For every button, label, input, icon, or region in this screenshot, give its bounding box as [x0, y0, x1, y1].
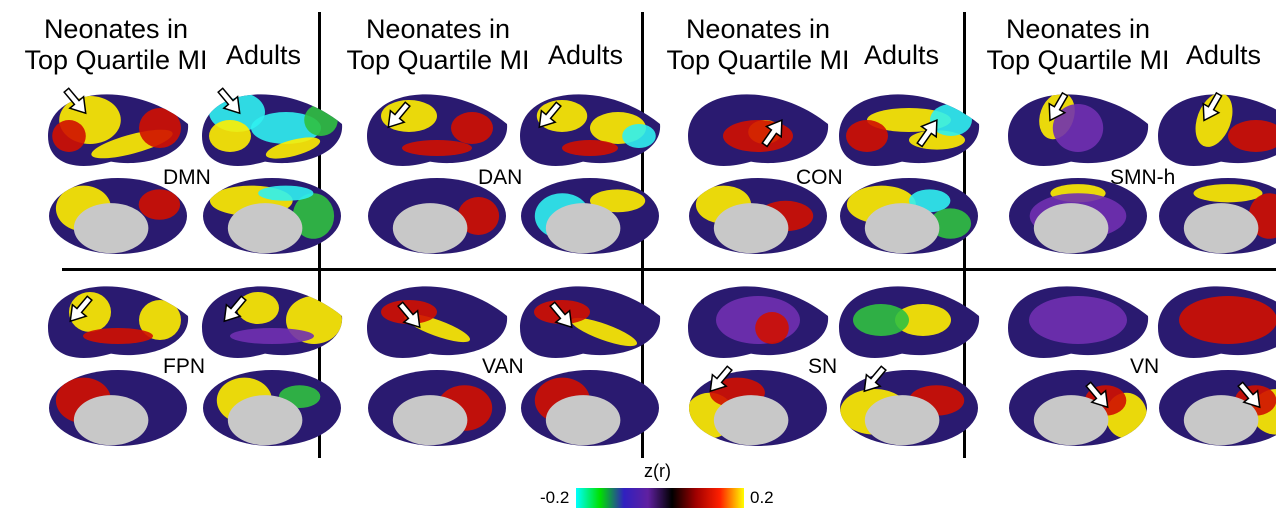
network-label-sn: SN: [808, 355, 838, 378]
adults-header-3: Adults: [864, 40, 940, 70]
brain-medial-neonate-6: [689, 365, 827, 446]
arrow-icon: [709, 365, 733, 393]
network-label-vn: VN: [1130, 355, 1160, 378]
medial-wall: [1183, 395, 1259, 446]
arrow-icon: [63, 87, 87, 115]
arrow-icon: [217, 87, 241, 115]
brain-medial-adult-7: [1159, 370, 1276, 446]
brain-medial-adult-4: [203, 370, 341, 446]
arrow-icon: [916, 119, 938, 148]
brain-lateral-neonate-3: [1008, 91, 1149, 166]
brain-medial-adult-0: [203, 178, 341, 254]
brain-lateral-neonate-1: [367, 94, 508, 166]
arrow-icon: [761, 119, 783, 148]
medial-wall: [1033, 395, 1109, 446]
brain-medial-adult-2: [840, 178, 978, 254]
brain-lateral-adult-7: [1158, 286, 1276, 358]
adults-header-1: Adults: [226, 40, 302, 70]
brain-medial-adult-1: [521, 178, 659, 254]
brain-medial-adult-5: [521, 370, 659, 446]
divider-horizontal: [62, 268, 1276, 271]
medial-wall: [392, 203, 468, 254]
brain-lateral-neonate-7: [1008, 286, 1149, 358]
brain-medial-adult-6: [840, 365, 978, 446]
medial-wall: [864, 395, 940, 446]
brain-lateral-adult-1: [520, 94, 661, 166]
brain-medial-neonate-5: [368, 370, 506, 446]
network-label-van: VAN: [482, 355, 524, 378]
arrow-icon: [69, 295, 93, 323]
arrow-icon: [397, 301, 421, 329]
brain-lateral-adult-0: [202, 87, 343, 166]
medial-wall: [227, 203, 303, 254]
adults-header-2: Adults: [548, 40, 624, 70]
neonates-header-2: Neonates in Top Quartile MI: [346, 14, 530, 75]
medial-wall: [713, 203, 789, 254]
brain-lateral-neonate-0: [48, 87, 189, 166]
brain-lateral-neonate-6: [688, 286, 829, 358]
arrow-icon: [223, 295, 247, 323]
arrow-icon: [1048, 91, 1069, 122]
network-label-fpn: FPN: [163, 355, 205, 378]
arrow-icon: [1237, 381, 1261, 409]
brain-lateral-adult-6: [839, 286, 980, 358]
medial-wall: [73, 395, 149, 446]
brain-medial-neonate-1: [368, 178, 506, 254]
brain-lateral-adult-3: [1158, 91, 1276, 166]
colorbar-title: z(r): [644, 461, 671, 481]
brain-medial-adult-3: [1159, 178, 1276, 254]
medial-wall: [864, 203, 940, 254]
brain-medial-neonate-4: [49, 370, 187, 446]
arrow-icon: [387, 101, 411, 129]
brain-lateral-adult-2: [839, 94, 980, 166]
medial-wall: [227, 395, 303, 446]
brain-lateral-adult-4: [202, 286, 343, 358]
brain-lateral-adult-5: [520, 286, 661, 358]
medial-wall: [73, 203, 149, 254]
medial-wall: [545, 203, 621, 254]
network-label-dmn: DMN: [163, 166, 211, 189]
network-label-smn-h: SMN-h: [1110, 166, 1176, 189]
arrow-icon: [538, 101, 562, 129]
colorbar-max-label: 0.2: [750, 488, 774, 507]
neonates-header-3: Neonates in Top Quartile MI: [666, 14, 850, 75]
arrow-icon: [1085, 381, 1109, 409]
adults-header-4: Adults: [1186, 40, 1262, 70]
medial-wall: [1033, 203, 1109, 254]
arrow-icon: [863, 365, 887, 393]
medial-wall: [1183, 203, 1259, 254]
brain-lateral-neonate-2: [688, 94, 829, 166]
brain-lateral-neonate-4: [48, 286, 189, 358]
brain-medial-neonate-7: [1009, 370, 1147, 446]
colorbar: [576, 488, 744, 508]
colorbar-min-label: -0.2: [540, 488, 570, 507]
arrow-icon: [1202, 91, 1223, 122]
neonates-header-4: Neonates in Top Quartile MI: [986, 14, 1170, 75]
medial-wall: [392, 395, 468, 446]
brain-renders: [48, 87, 1276, 446]
medial-wall: [545, 395, 621, 446]
network-label-con: CON: [796, 166, 843, 189]
brain-medial-neonate-0: [49, 178, 187, 254]
neonates-header-1: Neonates in Top Quartile MI: [24, 14, 208, 75]
medial-wall: [713, 395, 789, 446]
brain-lateral-neonate-5: [367, 286, 508, 358]
brain-medial-neonate-2: [689, 178, 827, 254]
arrow-icon: [549, 301, 573, 329]
brain-medial-neonate-3: [1009, 178, 1147, 254]
network-label-dan: DAN: [478, 166, 523, 189]
